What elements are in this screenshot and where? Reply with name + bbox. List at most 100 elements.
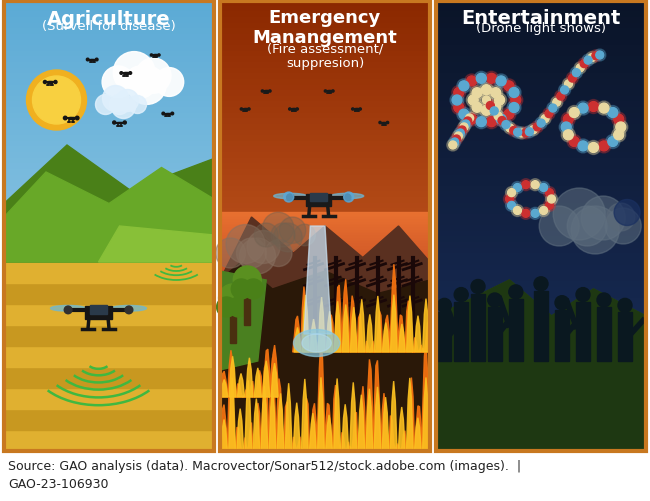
Bar <box>4 377 214 384</box>
Bar <box>4 417 214 423</box>
Circle shape <box>452 101 466 115</box>
Circle shape <box>44 81 47 84</box>
Circle shape <box>509 103 519 113</box>
Bar <box>4 267 214 270</box>
Circle shape <box>502 108 516 122</box>
Text: (Surveil for disease): (Surveil for disease) <box>42 20 176 33</box>
Circle shape <box>510 127 518 135</box>
Bar <box>4 377 214 380</box>
Bar <box>436 52 646 58</box>
Bar <box>436 242 646 249</box>
Polygon shape <box>292 437 302 451</box>
Circle shape <box>465 115 474 123</box>
Circle shape <box>618 299 632 313</box>
Bar <box>454 302 468 361</box>
Bar <box>436 2 646 451</box>
Bar <box>4 354 214 357</box>
Circle shape <box>608 137 617 147</box>
Bar <box>4 108 214 114</box>
Circle shape <box>554 91 567 103</box>
Bar <box>436 97 646 103</box>
Circle shape <box>545 189 553 197</box>
Polygon shape <box>227 367 237 451</box>
Bar <box>4 284 214 305</box>
Circle shape <box>324 91 326 93</box>
Bar <box>220 288 430 294</box>
Bar <box>4 136 214 142</box>
Polygon shape <box>333 286 343 352</box>
Bar <box>4 387 214 390</box>
Polygon shape <box>308 403 318 451</box>
Bar <box>166 113 170 115</box>
Bar <box>436 147 646 154</box>
Bar <box>436 136 646 142</box>
Circle shape <box>240 109 242 111</box>
Bar <box>436 344 646 350</box>
Ellipse shape <box>51 306 86 312</box>
Polygon shape <box>366 389 373 451</box>
Polygon shape <box>372 361 382 451</box>
Bar <box>229 308 235 343</box>
Bar <box>436 29 646 36</box>
Bar <box>4 431 214 434</box>
Circle shape <box>570 68 582 80</box>
Circle shape <box>584 57 592 65</box>
Bar <box>4 441 214 444</box>
Bar <box>4 370 214 373</box>
Bar <box>4 328 214 331</box>
Bar <box>436 46 646 53</box>
Polygon shape <box>398 324 405 352</box>
Bar <box>220 192 430 198</box>
Bar <box>4 46 214 53</box>
Circle shape <box>216 238 246 269</box>
Polygon shape <box>285 383 292 451</box>
Bar <box>4 214 214 221</box>
Bar <box>220 69 430 75</box>
Circle shape <box>482 86 491 96</box>
Polygon shape <box>390 381 397 451</box>
Bar <box>4 389 214 395</box>
Polygon shape <box>268 358 278 451</box>
Bar <box>4 158 214 165</box>
Bar <box>4 373 214 376</box>
Circle shape <box>27 71 86 131</box>
Circle shape <box>586 53 598 64</box>
Bar <box>306 195 332 206</box>
Circle shape <box>454 103 463 113</box>
Circle shape <box>586 141 601 155</box>
Circle shape <box>467 115 476 125</box>
Bar <box>4 439 214 445</box>
Circle shape <box>496 115 508 127</box>
Circle shape <box>379 122 381 124</box>
Polygon shape <box>270 345 280 397</box>
Circle shape <box>569 75 577 83</box>
Bar <box>4 384 214 387</box>
Bar <box>436 41 646 47</box>
Polygon shape <box>253 371 263 397</box>
Circle shape <box>540 207 547 215</box>
Circle shape <box>454 88 463 98</box>
Polygon shape <box>316 339 326 451</box>
Bar <box>220 422 430 429</box>
Bar <box>436 276 646 283</box>
Bar <box>220 203 430 210</box>
Bar <box>436 417 646 423</box>
Polygon shape <box>261 350 271 397</box>
Circle shape <box>502 121 510 129</box>
Circle shape <box>566 73 578 85</box>
Polygon shape <box>309 413 317 451</box>
Text: Emergency
Manangement: Emergency Manangement <box>253 9 397 47</box>
Circle shape <box>296 109 298 111</box>
Circle shape <box>112 122 116 125</box>
Circle shape <box>547 195 556 203</box>
Bar <box>4 271 214 274</box>
Bar <box>4 231 214 238</box>
Circle shape <box>506 187 517 199</box>
Bar <box>4 305 214 325</box>
Bar <box>4 403 214 406</box>
Bar <box>220 234 430 237</box>
Circle shape <box>274 223 302 253</box>
Circle shape <box>239 238 276 275</box>
Circle shape <box>482 97 490 105</box>
Bar <box>4 388 214 409</box>
